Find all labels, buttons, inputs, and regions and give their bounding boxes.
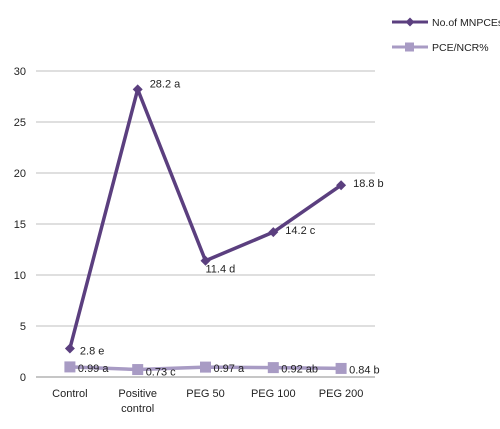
data-label: 0.99 a [78, 363, 109, 375]
x-tick-label: PEG 50 [186, 388, 225, 400]
y-tick-label: 15 [14, 219, 26, 231]
data-label: 28.2 a [150, 78, 181, 90]
axes: 0 5 10 15 20 25 30 Control Positive control PEG 50… [14, 66, 375, 415]
data-point [267, 362, 279, 374]
x-tick-label: Positive control [118, 388, 157, 415]
data-point [64, 361, 76, 373]
y-tick-label: 5 [20, 321, 26, 333]
data-label: 0.73 c [146, 367, 176, 379]
data-point [335, 362, 347, 374]
data-point [200, 255, 211, 266]
y-tick-label: 10 [14, 270, 26, 282]
y-tick-label: 20 [14, 168, 26, 180]
data-label: 0.97 a [214, 363, 245, 375]
data-point [200, 361, 211, 373]
legend-label: PCE/NCR% [432, 42, 489, 54]
y-tick-label: 25 [14, 117, 26, 129]
x-tick-label: PEG 100 [251, 388, 296, 400]
series [64, 84, 347, 376]
legend-label: No.of MNPCEs [432, 17, 500, 29]
legend-marker [405, 17, 415, 27]
data-label: 0.84 b [349, 364, 380, 376]
legend: No.of MNPCEs PCE/NCR% [392, 17, 500, 54]
gridlines [36, 70, 375, 327]
data-label: 11.4 d [206, 264, 236, 276]
data-label: 0.92 ab [281, 364, 318, 376]
data-point [268, 227, 279, 238]
x-tick-label: Control [52, 388, 87, 400]
legend-marker [405, 42, 414, 52]
data-label: 2.8 e [80, 345, 104, 357]
data-point [132, 84, 143, 95]
y-tick-label: 0 [20, 372, 26, 384]
y-tick-label: 30 [14, 66, 26, 78]
data-point [132, 364, 144, 376]
series-line [68, 87, 343, 349]
data-point [336, 180, 347, 191]
data-label: 14.2 c [285, 225, 315, 237]
x-tick-label: PEG 200 [319, 388, 364, 400]
data-point [64, 343, 75, 354]
data-label: 18.8 b [353, 178, 384, 190]
data-labels: 2.8 e 28.2 a 11.4 d 14.2 c 18.8 b 0.99 a 0.73 … [78, 78, 384, 378]
